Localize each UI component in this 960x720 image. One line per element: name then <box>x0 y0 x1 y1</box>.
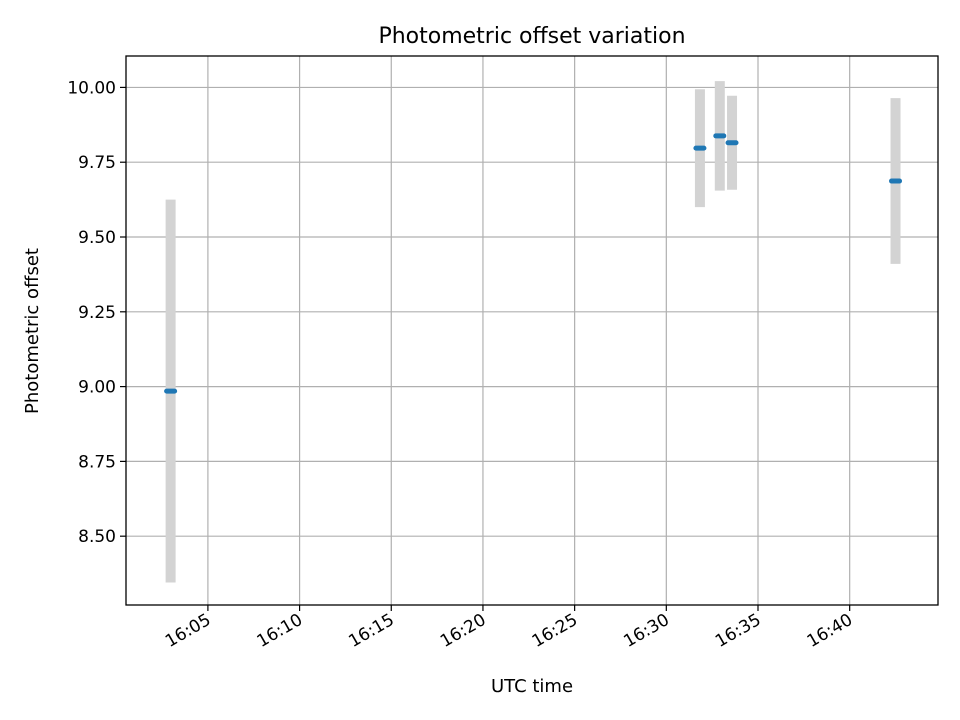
chart-title: Photometric offset variation <box>378 24 685 49</box>
grid <box>126 56 938 605</box>
y-tick-label: 8.50 <box>78 527 116 547</box>
y-tick-label: 8.75 <box>78 452 116 472</box>
y-tick-label: 9.00 <box>78 378 116 398</box>
y-tick-label: 9.25 <box>78 303 116 323</box>
axes-frame <box>125 55 939 606</box>
y-tick-label: 9.50 <box>78 228 116 248</box>
y-tick-label: 10.00 <box>67 78 116 98</box>
y-axis-label: Photometric offset <box>22 248 43 414</box>
x-axis-label: UTC time <box>491 676 573 697</box>
y-tick-label: 9.75 <box>78 153 116 173</box>
data-points <box>164 133 903 394</box>
